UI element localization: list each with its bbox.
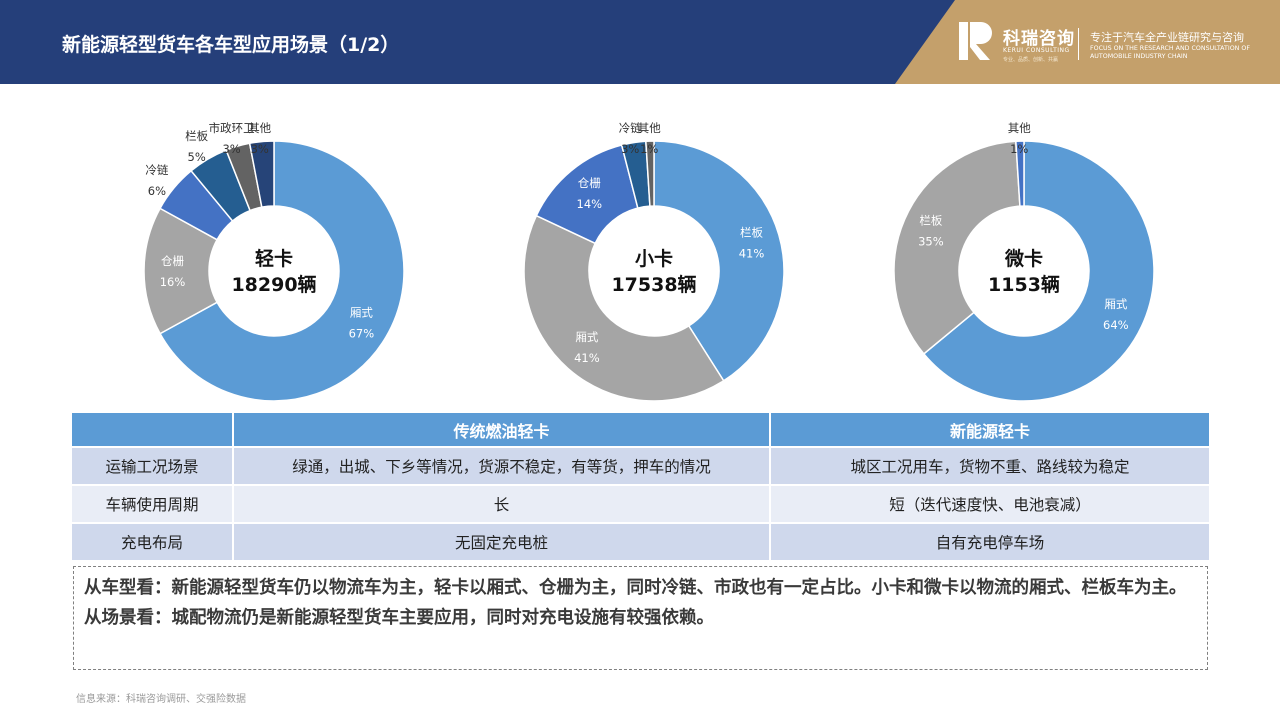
slice-label: 市政环卫 — [209, 121, 255, 135]
slice-percent: 16% — [160, 275, 186, 289]
page-title: 新能源轻型货车各车型应用场景（1/2） — [62, 34, 400, 56]
slice-label: 厢式 — [575, 330, 598, 344]
donut-slice — [159, 140, 405, 402]
table-row: 充电布局 无固定充电桩 自有充电停车场 — [72, 524, 1209, 562]
slice-label: 冷链 — [619, 121, 642, 135]
slice-label: 其他 — [1008, 121, 1031, 135]
slice-label: 厢式 — [350, 306, 373, 320]
brand-name-en: KERUI CONSULTING — [1003, 47, 1070, 54]
logo-divider — [1078, 28, 1079, 60]
donut-slice — [248, 140, 275, 209]
kerui-logo-icon — [959, 22, 992, 60]
summary-line: 从场景看：城配物流仍是新能源轻型货车主要应用，同时对充电设施有较强依赖。 — [84, 608, 714, 628]
center-count: 18290辆 — [231, 273, 316, 296]
brand-band — [895, 0, 1280, 84]
slice-label: 栏板 — [185, 129, 208, 143]
donut-chart-mini-truck: 栏板 41% 厢式 41% 仓栅 14% 冷链 3% 其他 1% 小卡 17538辆 — [523, 121, 785, 402]
table-header-cell: 传统燃油轻卡 — [234, 413, 771, 448]
center-count: 17538辆 — [611, 273, 696, 296]
slice-percent: 3% — [251, 142, 269, 156]
slice-label: 仓栅 — [578, 176, 601, 190]
comparison-table: 传统燃油轻卡 新能源轻卡 运输工况场景 绿通，出城、下乡等情况，货源不稳定，有等… — [72, 413, 1209, 562]
center-count: 1153辆 — [988, 273, 1060, 296]
slice-label: 仓栅 — [161, 254, 184, 268]
slice-label: 厢式 — [1104, 297, 1127, 311]
slogan-en: FOCUS ON THE RESEARCH AND CONSULTATION O… — [1090, 45, 1250, 60]
slice-percent: 6% — [148, 184, 166, 198]
slice-label: 栏板 — [740, 226, 763, 240]
center-name: 轻卡 — [255, 247, 293, 270]
donut-charts: 厢式 67% 仓栅 16% 冷链 6% 栏板 5% 市政环卫 3% 其他 3% 轻卡 18290辆 栏板 4… — [0, 84, 1280, 414]
table-cell: 自有充电停车场 — [771, 524, 1209, 562]
table-cell: 城区工况用车，货物不重、路线较为稳定 — [771, 448, 1209, 486]
table-row: 运输工况场景 绿通，出城、下乡等情况，货源不稳定，有等货，押车的情况 城区工况用… — [72, 448, 1209, 486]
donut-slice — [922, 140, 1155, 402]
slice-percent: 14% — [577, 197, 603, 211]
table-cell: 绿通，出城、下乡等情况，货源不稳定，有等货，押车的情况 — [234, 448, 771, 486]
donut-slice — [1015, 140, 1025, 207]
center-name: 小卡 — [635, 247, 673, 270]
slice-percent: 1% — [640, 142, 658, 156]
table-cell: 车辆使用周期 — [72, 486, 234, 524]
slice-percent: 41% — [574, 351, 600, 365]
slice-percent: 5% — [188, 150, 206, 164]
slice-percent: 41% — [739, 247, 765, 261]
donut-slice — [645, 140, 655, 207]
slice-label: 其他 — [638, 121, 661, 135]
source-note: 信息来源：科瑞咨询调研、交强险数据 — [76, 694, 246, 705]
table-cell: 长 — [234, 486, 771, 524]
table-cell: 无固定充电桩 — [234, 524, 771, 562]
donut-slice — [523, 214, 725, 402]
center-name: 微卡 — [1004, 247, 1043, 270]
table-header-cell — [72, 413, 234, 448]
table-header-row: 传统燃油轻卡 新能源轻卡 — [72, 413, 1209, 448]
slice-label: 其他 — [248, 121, 271, 135]
slice-percent: 3% — [222, 142, 240, 156]
summary-box: 从车型看：新能源轻型货车仍以物流车为主，轻卡以厢式、仓栅为主，同时冷链、市政也有… — [73, 566, 1208, 670]
table-cell: 充电布局 — [72, 524, 234, 562]
brand-name: 科瑞咨询 — [1003, 29, 1075, 49]
summary-line: 从车型看：新能源轻型货车仍以物流车为主，轻卡以厢式、仓栅为主，同时冷链、市政也有… — [84, 578, 1187, 598]
donut-slice — [893, 140, 1021, 355]
donut-chart-micro-truck: 厢式 64% 栏板 35% 其他 1% 微卡 1153辆 — [893, 121, 1155, 402]
donut-chart-light-truck: 厢式 67% 仓栅 16% 冷链 6% 栏板 5% 市政环卫 3% 其他 3% 轻卡 18290辆 — [143, 121, 405, 402]
slice-percent: 3% — [621, 142, 639, 156]
table-cell: 运输工况场景 — [72, 448, 234, 486]
brand-tagline: 专业、品质、创新、共赢 — [1003, 57, 1059, 63]
slogan-cn: 专注于汽车全产业链研究与咨询 — [1090, 31, 1244, 44]
slice-percent: 67% — [349, 327, 375, 341]
table-cell: 短（迭代速度快、电池衰减） — [771, 486, 1209, 524]
donut-slice — [653, 140, 785, 382]
slice-percent: 35% — [918, 235, 944, 249]
slice-percent: 1% — [1010, 142, 1028, 156]
slice-percent: 64% — [1103, 318, 1129, 332]
slice-label: 栏板 — [919, 214, 942, 228]
table-row: 车辆使用周期 长 短（迭代速度快、电池衰减） — [72, 486, 1209, 524]
slice-label: 冷链 — [145, 163, 168, 177]
table-header-cell: 新能源轻卡 — [771, 413, 1209, 448]
